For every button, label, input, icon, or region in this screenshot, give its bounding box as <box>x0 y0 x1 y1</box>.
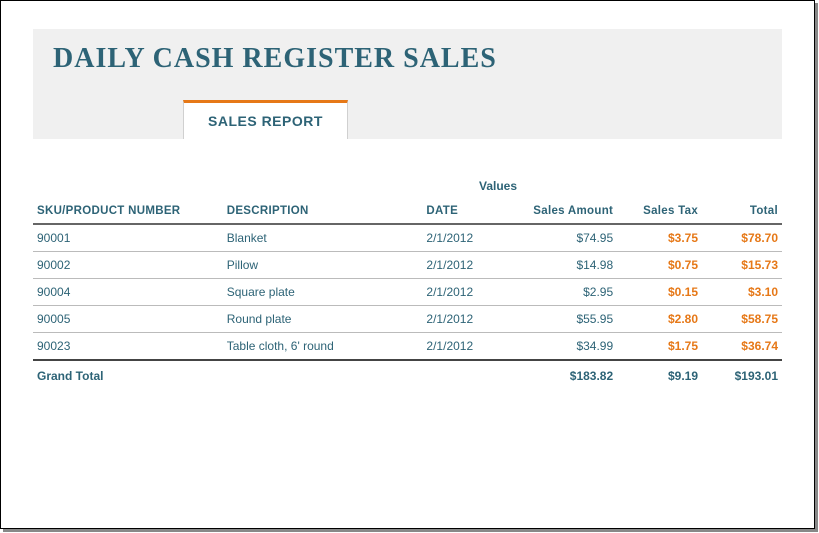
sales-table: SKU/PRODUCT NUMBER DESCRIPTION DATE Sale… <box>33 199 782 391</box>
grand-total-label: Grand Total <box>33 360 517 391</box>
cell-sales-amount: $34.99 <box>517 333 617 361</box>
cell-date: 2/1/2012 <box>422 252 517 279</box>
cell-description: Pillow <box>223 252 423 279</box>
cell-description: Table cloth, 6' round <box>223 333 423 361</box>
cell-sales-tax: $2.80 <box>617 306 702 333</box>
cell-date: 2/1/2012 <box>422 306 517 333</box>
col-header-sales-amount: Sales Amount <box>517 199 617 224</box>
cell-total: $58.75 <box>702 306 782 333</box>
table-row: 90001 Blanket 2/1/2012 $74.95 $3.75 $78.… <box>33 224 782 252</box>
col-header-date: DATE <box>422 199 517 224</box>
cell-sales-amount: $74.95 <box>517 224 617 252</box>
table-header-row: SKU/PRODUCT NUMBER DESCRIPTION DATE Sale… <box>33 199 782 224</box>
cell-date: 2/1/2012 <box>422 279 517 306</box>
cell-description: Blanket <box>223 224 423 252</box>
cell-sku: 90005 <box>33 306 223 333</box>
table-row: 90004 Square plate 2/1/2012 $2.95 $0.15 … <box>33 279 782 306</box>
cell-total: $36.74 <box>702 333 782 361</box>
cell-date: 2/1/2012 <box>422 224 517 252</box>
table-body: 90001 Blanket 2/1/2012 $74.95 $3.75 $78.… <box>33 224 782 360</box>
grand-total-total: $193.01 <box>702 360 782 391</box>
table-wrap: Values SKU/PRODUCT NUMBER DESCRIPTION DA… <box>33 179 782 391</box>
grand-total-sales-tax: $9.19 <box>617 360 702 391</box>
cell-sales-amount: $14.98 <box>517 252 617 279</box>
table-row: 90005 Round plate 2/1/2012 $55.95 $2.80 … <box>33 306 782 333</box>
values-group-label: Values <box>438 179 558 193</box>
cell-sku: 90023 <box>33 333 223 361</box>
cell-sku: 90002 <box>33 252 223 279</box>
cell-description: Round plate <box>223 306 423 333</box>
cell-total: $78.70 <box>702 224 782 252</box>
col-header-total: Total <box>702 199 782 224</box>
col-header-description: DESCRIPTION <box>223 199 423 224</box>
cell-sku: 90001 <box>33 224 223 252</box>
cell-sales-tax: $0.75 <box>617 252 702 279</box>
cell-description: Square plate <box>223 279 423 306</box>
cell-total: $3.10 <box>702 279 782 306</box>
table-footer-row: Grand Total $183.82 $9.19 $193.01 <box>33 360 782 391</box>
grand-total-sales-amount: $183.82 <box>517 360 617 391</box>
table-row: 90002 Pillow 2/1/2012 $14.98 $0.75 $15.7… <box>33 252 782 279</box>
cell-sales-amount: $2.95 <box>517 279 617 306</box>
col-header-sales-tax: Sales Tax <box>617 199 702 224</box>
cell-total: $15.73 <box>702 252 782 279</box>
cell-sku: 90004 <box>33 279 223 306</box>
report-page: DAILY CASH REGISTER SALES SALES REPORT V… <box>0 0 815 529</box>
table-row: 90023 Table cloth, 6' round 2/1/2012 $34… <box>33 333 782 361</box>
header-bar: DAILY CASH REGISTER SALES SALES REPORT <box>33 29 782 139</box>
cell-sales-tax: $3.75 <box>617 224 702 252</box>
cell-sales-tax: $1.75 <box>617 333 702 361</box>
col-header-sku: SKU/PRODUCT NUMBER <box>33 199 223 224</box>
tab-sales-report[interactable]: SALES REPORT <box>183 100 348 139</box>
cell-sales-tax: $0.15 <box>617 279 702 306</box>
cell-date: 2/1/2012 <box>422 333 517 361</box>
tab-container: SALES REPORT <box>183 100 348 139</box>
cell-sales-amount: $55.95 <box>517 306 617 333</box>
page-title: DAILY CASH REGISTER SALES <box>53 43 762 75</box>
